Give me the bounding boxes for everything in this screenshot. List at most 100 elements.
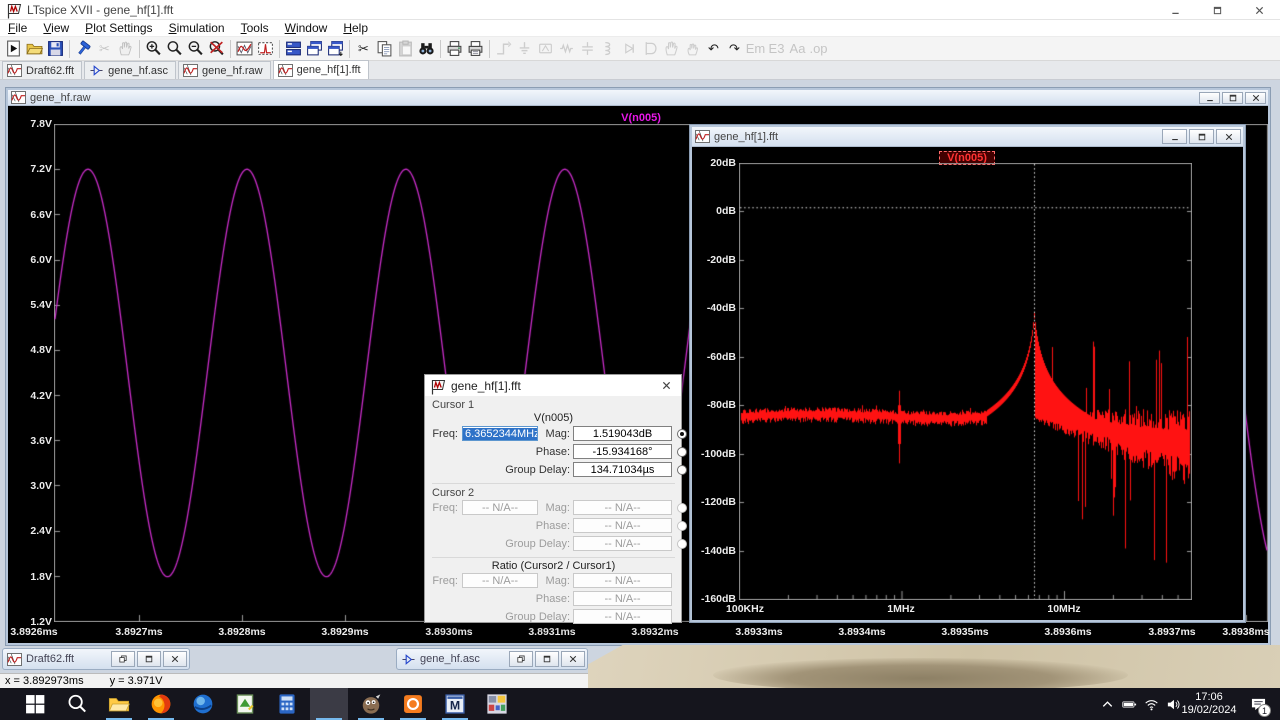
ratio-group_delay-field: -- N/A-- — [573, 609, 672, 624]
copy-icon[interactable] — [374, 38, 395, 59]
cursor1-freq-field[interactable]: 6.3652344MHz — [462, 426, 538, 441]
minimized-window-draft62-fft[interactable]: Draft62.fft — [2, 648, 190, 670]
print-preview-icon[interactable] — [465, 38, 486, 59]
raw-x-tick-label: 3.8936ms — [1044, 626, 1092, 638]
cursor2-group_delay-radio[interactable] — [677, 539, 687, 549]
app-titlebar[interactable]: LTspice XVII - gene_hf[1].fft — [0, 0, 1280, 20]
label-icon — [535, 38, 556, 59]
tab-gene-hf-raw[interactable]: gene_hf.raw — [178, 61, 271, 79]
cursor1-heading: Cursor 1 — [432, 399, 475, 411]
close-icon[interactable] — [651, 375, 681, 396]
cursor1-phase-radio[interactable] — [677, 447, 687, 457]
undo-icon[interactable]: ↶ — [708, 41, 719, 56]
plot-settings-icon[interactable] — [234, 38, 255, 59]
find-icon[interactable] — [416, 38, 437, 59]
maximize-icon[interactable] — [535, 651, 559, 667]
maximize-icon[interactable] — [1222, 91, 1243, 104]
menu-item-simulation[interactable]: Simulation — [168, 21, 225, 35]
fft-trace-title[interactable]: V(n005) — [939, 151, 995, 165]
fft-plot-canvas[interactable] — [739, 163, 1192, 600]
fft-window-titlebar[interactable]: gene_hf[1].fft — [692, 127, 1243, 147]
cursor-dialog-titlebar[interactable]: gene_hf[1].fft — [425, 375, 681, 396]
fft-x-tick-label: 10MHz — [1047, 603, 1081, 615]
zoom-out-icon[interactable] — [185, 38, 206, 59]
cursor2-mag-radio[interactable] — [677, 503, 687, 513]
cursor1-mag-radio[interactable] — [677, 429, 687, 439]
taskbar-clock[interactable]: 17:06 19/02/2024 — [1178, 691, 1240, 717]
cursor1-group_delay-field[interactable]: 134.71034µs — [573, 462, 672, 477]
wifi-icon[interactable] — [1140, 688, 1162, 720]
cursor1-mag-field[interactable]: 1.519043dB — [573, 426, 672, 441]
taskbar-firefox-icon[interactable] — [142, 688, 180, 720]
taskbar-file-explorer-icon[interactable] — [100, 688, 138, 720]
menu-item-plot-settings[interactable]: Plot Settings — [85, 21, 153, 35]
restore-icon[interactable] — [509, 651, 533, 667]
tab-label: gene_hf.asc — [108, 64, 169, 77]
menu-item-file[interactable]: File — [8, 21, 28, 35]
taskbar-start-icon[interactable] — [16, 688, 54, 720]
close-icon[interactable] — [163, 651, 187, 667]
taskbar-pdf-app-icon[interactable] — [226, 688, 264, 720]
maximize-icon[interactable] — [1189, 129, 1214, 144]
menu-item-window[interactable]: Window — [284, 21, 328, 35]
minimize-icon[interactable] — [1199, 91, 1220, 104]
taskbar-calculator-icon[interactable] — [268, 688, 306, 720]
cut-icon[interactable]: ✂ — [358, 41, 369, 56]
print-icon[interactable] — [444, 38, 465, 59]
fft-plot-area[interactable]: V(n005) 20dB 0dB -20dB -40dB -60dB -80dB -100d… — [692, 147, 1243, 620]
taskbar-search-icon[interactable] — [58, 688, 96, 720]
raw-window-titlebar[interactable]: gene_hf.raw — [8, 90, 1268, 106]
close-icon[interactable] — [1216, 129, 1241, 144]
menu-item-help[interactable]: Help — [343, 21, 368, 35]
battery-icon[interactable] — [1118, 688, 1140, 720]
taskbar-miktex-icon[interactable]: M — [436, 688, 474, 720]
arrange-icons-icon[interactable] — [325, 38, 346, 59]
menu-item-view[interactable]: View — [43, 21, 70, 35]
zoom-area-icon[interactable] — [164, 38, 185, 59]
cascade-windows-icon[interactable] — [304, 38, 325, 59]
minimized-window-gene-hf-asc[interactable]: gene_hf.asc — [396, 648, 588, 670]
close-icon[interactable] — [1238, 0, 1280, 20]
raw-x-tick-label: 3.8929ms — [321, 626, 369, 638]
ratio-group_delay-label: Group Delay: — [505, 611, 570, 623]
close-icon[interactable] — [1245, 91, 1266, 104]
tab-gene-hf-asc[interactable]: gene_hf.asc — [84, 61, 177, 79]
minimize-icon[interactable] — [1154, 0, 1196, 20]
notification-center-icon[interactable]: 1 — [1243, 688, 1273, 720]
cursor1-phase-field[interactable]: -15.934168° — [573, 444, 672, 459]
waveform-icon — [7, 652, 22, 666]
minimize-icon[interactable] — [1162, 129, 1187, 144]
maximize-icon[interactable] — [1196, 0, 1238, 20]
run-icon[interactable] — [3, 38, 24, 59]
zoom-full-icon[interactable] — [206, 38, 227, 59]
cursor2-phase-radio[interactable] — [677, 521, 687, 531]
taskbar-gimp-icon[interactable] — [352, 688, 390, 720]
tray-expand-icon[interactable] — [1096, 688, 1118, 720]
raw-x-tick-label: 3.8938ms — [1222, 626, 1270, 638]
cursor1-group_delay-label: Group Delay: — [505, 464, 570, 476]
taskbar-browser-sphere-icon[interactable] — [184, 688, 222, 720]
taskbar-orange-app-icon[interactable] — [394, 688, 432, 720]
tab-gene-hf-1-fft[interactable]: gene_hf[1].fft — [272, 60, 369, 79]
restore-icon[interactable] — [111, 651, 135, 667]
control-panel-icon[interactable] — [73, 38, 94, 59]
redo-icon[interactable]: ↷ — [729, 41, 740, 56]
maximize-icon[interactable] — [137, 651, 161, 667]
fft-y-tick-label: -160dB — [700, 592, 736, 605]
tile-windows-icon[interactable] — [283, 38, 304, 59]
notification-badge: 1 — [1258, 704, 1271, 717]
zoom-in-icon[interactable] — [143, 38, 164, 59]
open-icon[interactable] — [24, 38, 45, 59]
tab-draft62-fft[interactable]: Draft62.fft — [2, 61, 83, 79]
fft-icon[interactable] — [255, 38, 276, 59]
close-icon[interactable] — [561, 651, 585, 667]
raw-trace-title[interactable]: V(n005) — [621, 112, 661, 124]
menu-item-tools[interactable]: Tools — [240, 21, 269, 35]
volume-icon[interactable] — [1162, 688, 1184, 720]
taskbar-ltspice-icon[interactable] — [310, 688, 348, 720]
taskbar-pixel-app-icon[interactable] — [478, 688, 516, 720]
save-icon[interactable] — [45, 38, 66, 59]
cursor1-group_delay-radio[interactable] — [677, 465, 687, 475]
cursor1-trace-name: V(n005) — [533, 412, 574, 424]
